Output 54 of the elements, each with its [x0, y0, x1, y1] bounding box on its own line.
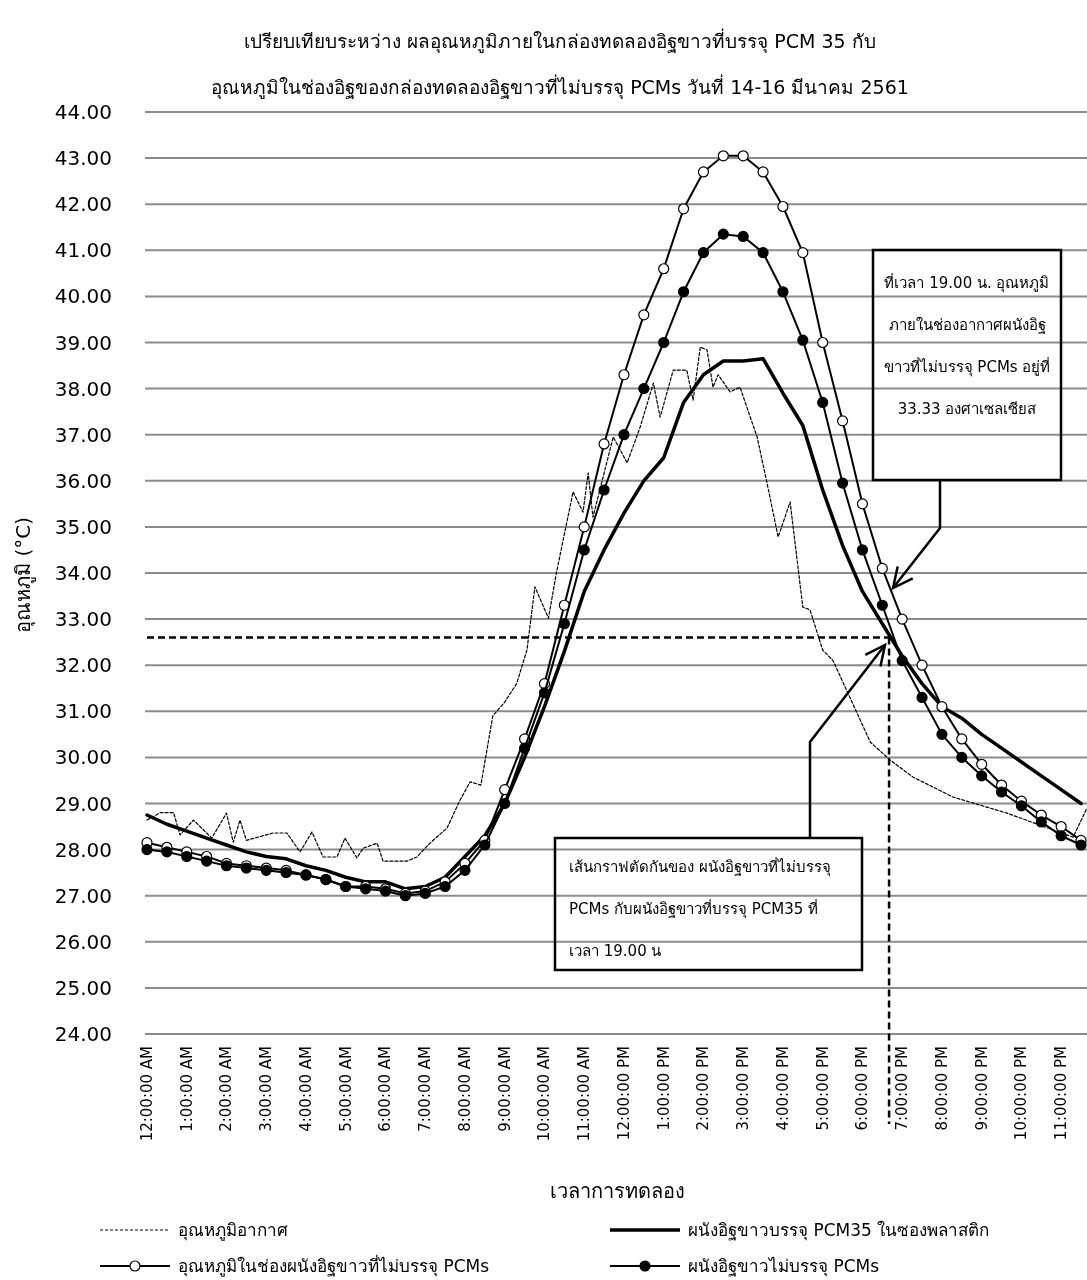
x-tick-label: 8:00:00 PM	[932, 1046, 951, 1131]
x-tick-label: 11:00:00 AM	[575, 1046, 594, 1142]
y-tick-label: 29.00	[54, 791, 112, 816]
y-tick-label: 28.00	[54, 837, 112, 862]
x-tick-label: 3:00:00 AM	[257, 1046, 276, 1132]
x-tick-label: 6:00:00 PM	[853, 1046, 872, 1131]
x-tick-label: 9:00:00 AM	[495, 1046, 514, 1132]
y-tick-label: 35.00	[54, 514, 112, 539]
x-tick-label: 2:00:00 PM	[694, 1046, 713, 1131]
y-tick-label: 39.00	[54, 330, 112, 355]
x-tick-label: 5:00:00 PM	[813, 1046, 832, 1131]
x-tick-label: 7:00:00 PM	[893, 1046, 912, 1131]
x-tick-label: 12:00:00 AM	[138, 1046, 156, 1142]
y-axis-title: อุณหภูมิ (°C)	[11, 517, 36, 633]
y-tick-label: 26.00	[54, 929, 112, 954]
x-tick-label: 3:00:00 PM	[734, 1046, 753, 1131]
y-tick-label: 38.00	[54, 376, 112, 401]
y-tick-label: 34.00	[54, 561, 112, 585]
chart-title: เปรียบเทียบระหว่าง ผลอุณหภูมิภายในกล่องทดลองอิฐขาวที่บรรจุ PCM 35 กับ อุณหภูมิในช่องอิฐของกล่องทดลองอิฐขาวที่ไม่บรรจุ PCMs วันที่ 14-16 มีนาคม 2561	[211, 30, 909, 98]
y-tick-label: 44.00	[54, 100, 112, 124]
y-tick-label: 43.00	[54, 146, 112, 171]
x-tick-label: 1:00:00 AM	[177, 1046, 196, 1132]
x-tick-label: 8:00:00 AM	[455, 1046, 474, 1132]
x-axis-title: เวลาการทดลอง	[549, 1179, 685, 1203]
y-tick-label: 24.00	[54, 1022, 112, 1046]
y-tick-label: 27.00	[54, 883, 112, 908]
text: เส้นกราฟตัดกันของ ผนังอิฐขาวที่ไม่บรรจุ PCMs กับผนังอิฐขาวที่บรรจุ PCM35 ที่เวลา 19.00 น	[569, 858, 831, 960]
legend-label: อุณหภูมิในช่องผนังอิฐขาวที่ไม่บรรจุ PCMs	[178, 1254, 490, 1277]
y-tick-label: 40.00	[54, 284, 112, 309]
y-tick-label: 32.00	[54, 653, 112, 678]
x-tick-label: 2:00:00 AM	[217, 1046, 236, 1132]
y-tick-label: 41.00	[54, 238, 112, 263]
y-tick-label: 37.00	[54, 422, 112, 447]
x-tick-label: 10:00:00 PM	[1012, 1046, 1031, 1141]
y-tick-label: 33.00	[54, 607, 112, 632]
x-tick-label: 11:00:00 PM	[1052, 1046, 1071, 1141]
y-tick-label: 30.00	[54, 745, 112, 770]
legend-label: ผนังอิฐขาวบรรจุ PCM35 ในซองพลาสติก	[688, 1220, 990, 1241]
x-tick-label: 7:00:00 AM	[416, 1046, 435, 1132]
x-tick-label: 5:00:00 AM	[336, 1046, 355, 1132]
y-tick-label: 36.00	[54, 468, 112, 493]
x-tick-label: 9:00:00 PM	[972, 1046, 991, 1131]
y-tick-label: 31.00	[54, 699, 112, 724]
legend-label: ผนังอิฐขาวไม่บรรจุ PCMs	[688, 1256, 880, 1277]
x-tick-label: 4:00:00 AM	[296, 1046, 315, 1132]
legend-label: อุณหภูมิอากาศ	[178, 1220, 288, 1241]
x-tick-label: 10:00:00 AM	[535, 1046, 554, 1142]
x-tick-label: 6:00:00 AM	[376, 1046, 395, 1132]
text: ที่เวลา 19.00 น. อุณหภูมิภายในช่องอากาศผนังอิฐขาวที่ไม่บรรจุ PCMs อยู่ที่ 33.33 องศาเซลเซียส	[883, 274, 1051, 418]
x-tick-label: 4:00:00 PM	[773, 1046, 792, 1131]
y-tick-label: 25.00	[54, 975, 112, 1000]
x-tick-label: 1:00:00 PM	[654, 1046, 673, 1131]
y-tick-label: 42.00	[54, 192, 112, 217]
x-tick-label: 12:00:00 PM	[614, 1046, 633, 1141]
